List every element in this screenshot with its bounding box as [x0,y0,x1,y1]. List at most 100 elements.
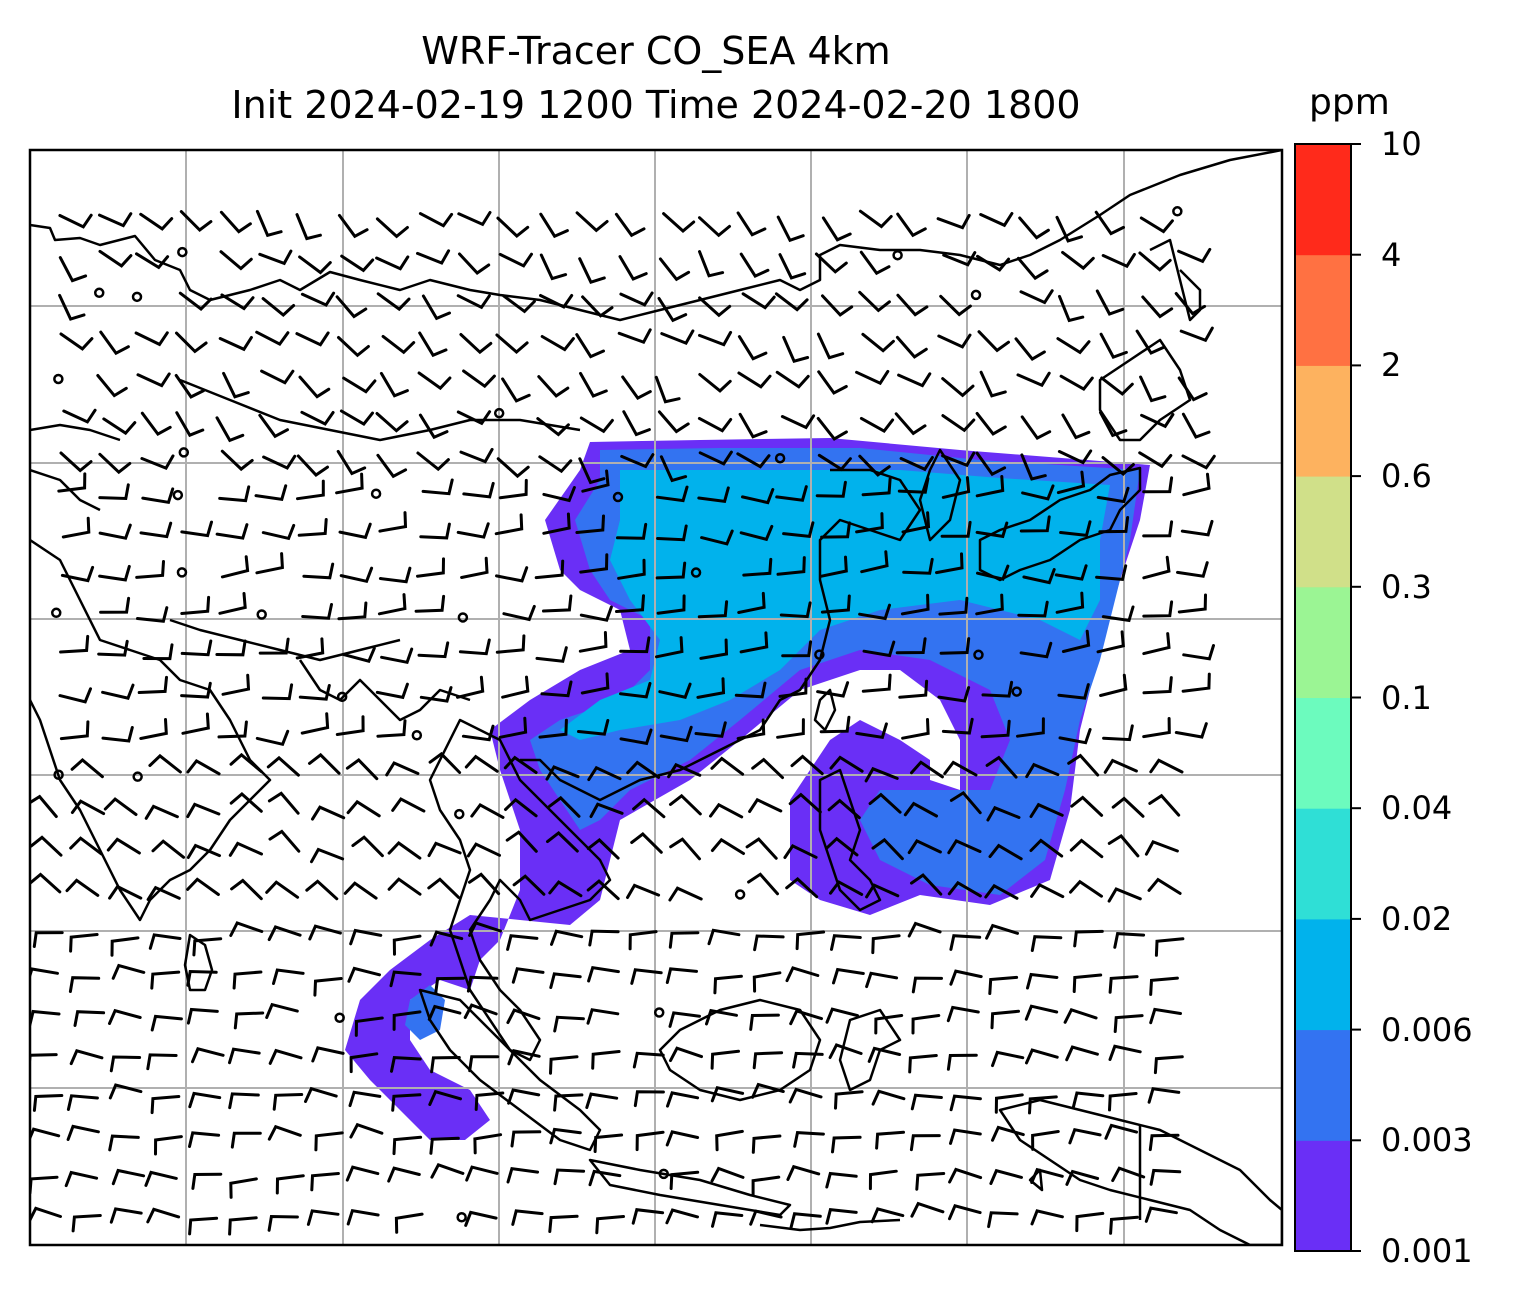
wind-barb [1030,882,1065,899]
wind-barb [1111,796,1145,818]
wind-barb [221,673,251,696]
wind-barb [655,485,689,503]
wind-barb [186,1007,219,1025]
calm-wind-marker [177,246,188,258]
wind-barb [301,603,333,620]
wind-barb [660,329,695,345]
wind-barb [575,514,605,534]
wind-barb [1072,1091,1105,1109]
wind-barb [897,477,930,494]
calm-wind-marker [370,488,382,499]
wind-barb [587,966,620,983]
wind-barb [988,843,1023,861]
wind-barb [976,254,1011,272]
wind-barb [834,1090,864,1110]
wind-barb [466,975,499,993]
wind-barb [495,566,529,583]
wind-barb [976,564,1010,581]
wind-barb [346,1209,380,1226]
wind-barb [310,847,345,864]
calm-wind-marker [256,609,267,620]
wind-barb [1030,1209,1064,1226]
wind-barb [946,1053,978,1071]
calm-wind-marker [1011,686,1022,697]
wind-barb [180,595,211,615]
calm-wind-marker [970,289,982,301]
wind-barb [595,1215,625,1235]
wind-barb [430,1162,465,1179]
wind-barb [1099,332,1128,359]
wind-barb [736,211,767,237]
wind-barb [218,592,247,615]
wind-barb [1144,1206,1178,1223]
wind-barb [736,452,771,469]
wind-barb [710,1085,745,1103]
calm-wind-marker [653,1007,665,1018]
wind-barb [895,637,927,655]
colorbar-unit: ppm [1309,82,1390,123]
calm-wind-marker [53,373,64,385]
wind-barb [1138,451,1173,469]
wind-barb [186,758,221,776]
colorbar-swatch [1295,1140,1351,1252]
wind-barb [868,1169,898,1191]
wind-barb [855,369,890,386]
wind-barb [536,417,570,437]
wind-barb [298,684,331,701]
wind-barb [819,555,848,578]
colorbar-frame [1294,143,1352,1252]
wind-barb [977,330,1010,353]
wind-barb [545,765,580,781]
calm-wind-marker [734,889,746,900]
wind-barb [907,838,942,855]
wind-barb [1059,520,1092,538]
wind-barb [947,839,982,855]
wind-barb [1111,1166,1146,1183]
wind-barb [414,594,446,613]
wind-barb [949,1128,982,1145]
wind-barb [458,638,491,656]
wind-barb [1068,1127,1102,1145]
wind-barb [70,758,104,779]
wind-barb [464,1210,498,1227]
wind-barb [57,472,87,493]
wind-barb [815,480,847,498]
wind-barb [260,369,295,385]
wind-barb [1069,879,1103,898]
wind-barb [186,802,221,819]
wind-barb [991,1125,1025,1142]
wind-barb [387,841,422,860]
wind-barb [910,873,943,896]
wind-barb [697,600,729,619]
wind-barb [909,1134,941,1152]
wind-barb [709,802,744,819]
wind-barb [1055,591,1085,614]
wind-barb [949,969,983,986]
wind-barb [510,1130,542,1148]
wind-barb [462,369,496,389]
wind-barb [101,683,135,700]
wind-barb [261,297,296,317]
wind-barb [186,843,221,859]
wind-barb [394,1212,424,1234]
wind-barb [391,1093,422,1112]
wind-barb [267,1214,299,1232]
wind-barb [987,1211,1019,1229]
wind-barb [349,928,383,946]
wind-barb [419,522,451,540]
wind-barb [941,377,975,398]
wind-barb [416,249,451,265]
wind-barb [191,1047,225,1064]
wind-barb [1107,887,1142,903]
wind-barb [710,1166,745,1183]
wind-barb [60,565,95,583]
wind-barb [1061,250,1095,271]
colorbar-swatch [1295,476,1351,588]
wind-barb [1177,376,1208,402]
wind-barb [108,1008,142,1025]
wind-barb [429,1136,460,1155]
calm-wind-marker [658,1168,669,1180]
wind-barb [375,217,409,239]
wind-barb [136,372,171,388]
wind-barb [1019,641,1053,659]
